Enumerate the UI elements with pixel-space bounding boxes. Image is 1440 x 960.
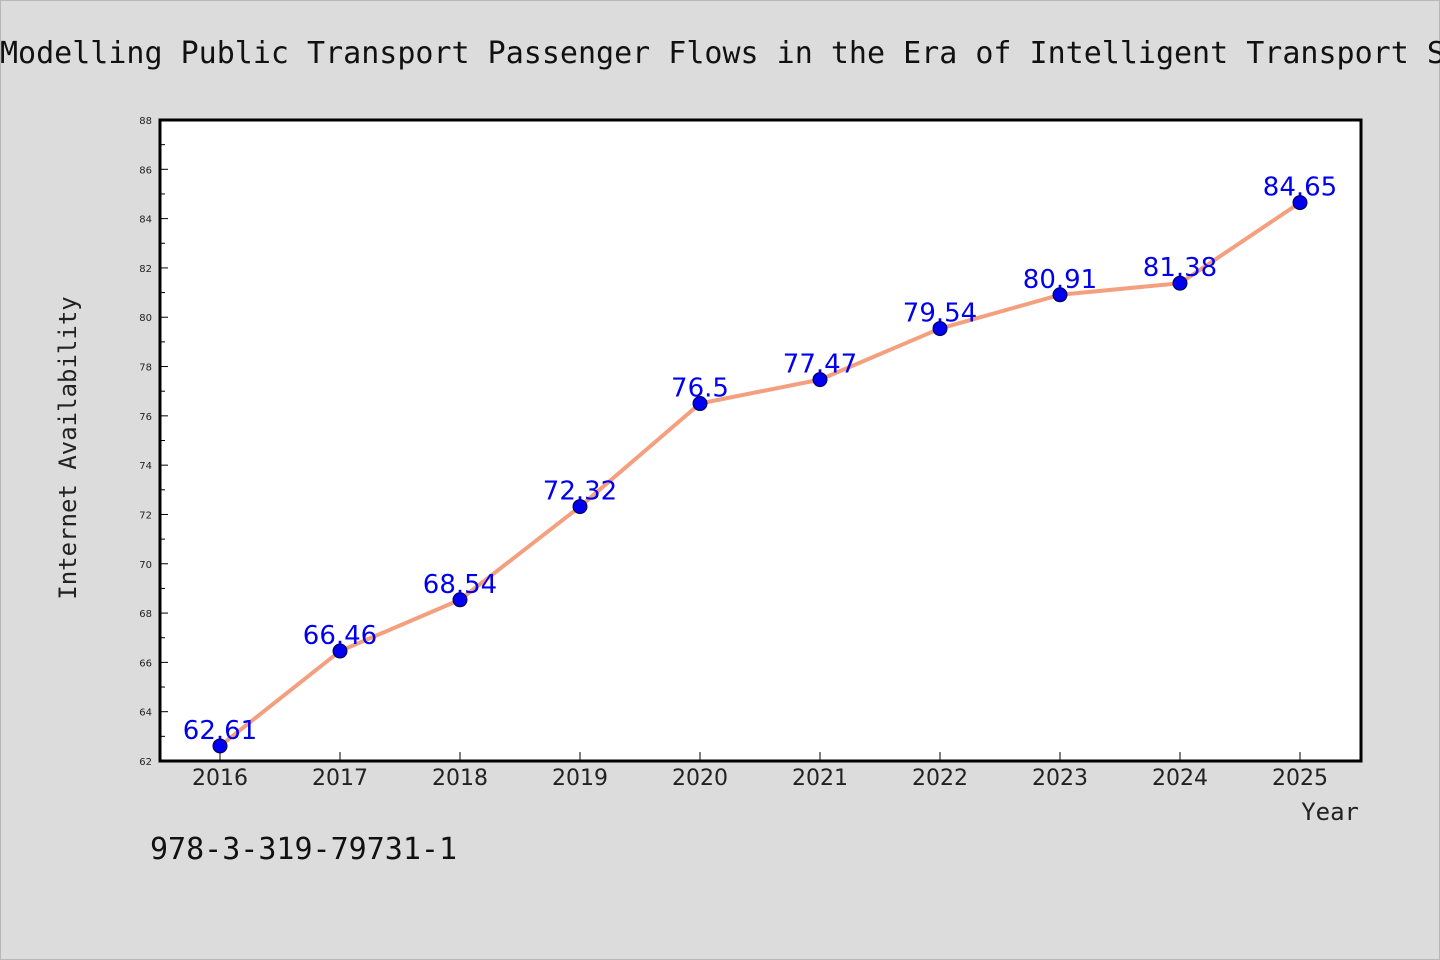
data-point <box>1172 275 1188 291</box>
y-tick-label: 72 <box>139 510 152 521</box>
data-point <box>1052 287 1068 303</box>
x-tick-label: 2018 <box>432 766 488 791</box>
y-tick-label: 70 <box>139 560 152 571</box>
data-label: 84.65 <box>1263 173 1337 203</box>
y-axis-label: Internet Availability <box>54 296 82 599</box>
data-point <box>692 396 708 412</box>
data-point <box>332 643 348 659</box>
x-tick-label: 2016 <box>192 766 248 791</box>
x-axis-label: Year <box>1301 798 1359 826</box>
x-tick-label: 2023 <box>1032 766 1088 791</box>
y-tick-label: 80 <box>139 313 152 324</box>
y-tick-label: 78 <box>139 363 152 374</box>
y-tick-label: 64 <box>139 708 152 719</box>
data-point <box>812 372 828 388</box>
x-tick-label: 2024 <box>1152 766 1208 791</box>
chart-title: Modelling Public Transport Passenger Flo… <box>0 36 1440 71</box>
y-axis: 62 64 66 68 70 72 74 76 78 80 82 84 86 88 <box>139 116 168 768</box>
data-label: 66.46 <box>303 621 377 651</box>
plot-area <box>158 118 1363 763</box>
series-group: 62.61 66.46 68.54 72.32 76.5 77.47 79.54 80.91 8… <box>183 173 1337 754</box>
x-tick-label: 2017 <box>312 766 368 791</box>
data-label: 81.38 <box>1143 253 1217 283</box>
x-tick-label: 2025 <box>1272 766 1328 791</box>
data-point <box>932 321 948 337</box>
y-tick-label: 86 <box>139 165 152 176</box>
y-tick-label: 62 <box>139 757 152 768</box>
x-tick-label: 2022 <box>912 766 968 791</box>
series-line <box>218 200 1302 748</box>
data-label: 62.61 <box>183 716 257 746</box>
data-label: 68.54 <box>423 570 497 600</box>
data-point <box>1292 195 1308 211</box>
x-tick-label: 2019 <box>552 766 608 791</box>
x-tick-label: 2021 <box>792 766 848 791</box>
y-tick-label: 66 <box>139 658 152 669</box>
y-tick-label: 88 <box>139 116 152 127</box>
x-axis: 2016 2017 2018 2019 2020 2021 2022 2023 2024 2025 <box>192 752 1328 791</box>
y-tick-label: 76 <box>139 412 152 423</box>
data-point <box>572 499 588 515</box>
data-point <box>212 738 228 754</box>
data-label: 76.5 <box>671 374 729 404</box>
y-tick-label: 74 <box>139 461 152 472</box>
data-label: 72.32 <box>543 477 617 507</box>
y-tick-label: 68 <box>139 609 152 620</box>
data-point <box>452 592 468 608</box>
data-label: 80.91 <box>1023 265 1097 295</box>
y-tick-label: 84 <box>139 215 152 226</box>
data-label: 77.47 <box>783 350 857 380</box>
isbn-text: 978-3-319-79731-1 <box>150 832 458 867</box>
x-tick-label: 2020 <box>672 766 728 791</box>
data-label: 79.54 <box>903 299 977 329</box>
y-tick-label: 82 <box>139 264 152 275</box>
